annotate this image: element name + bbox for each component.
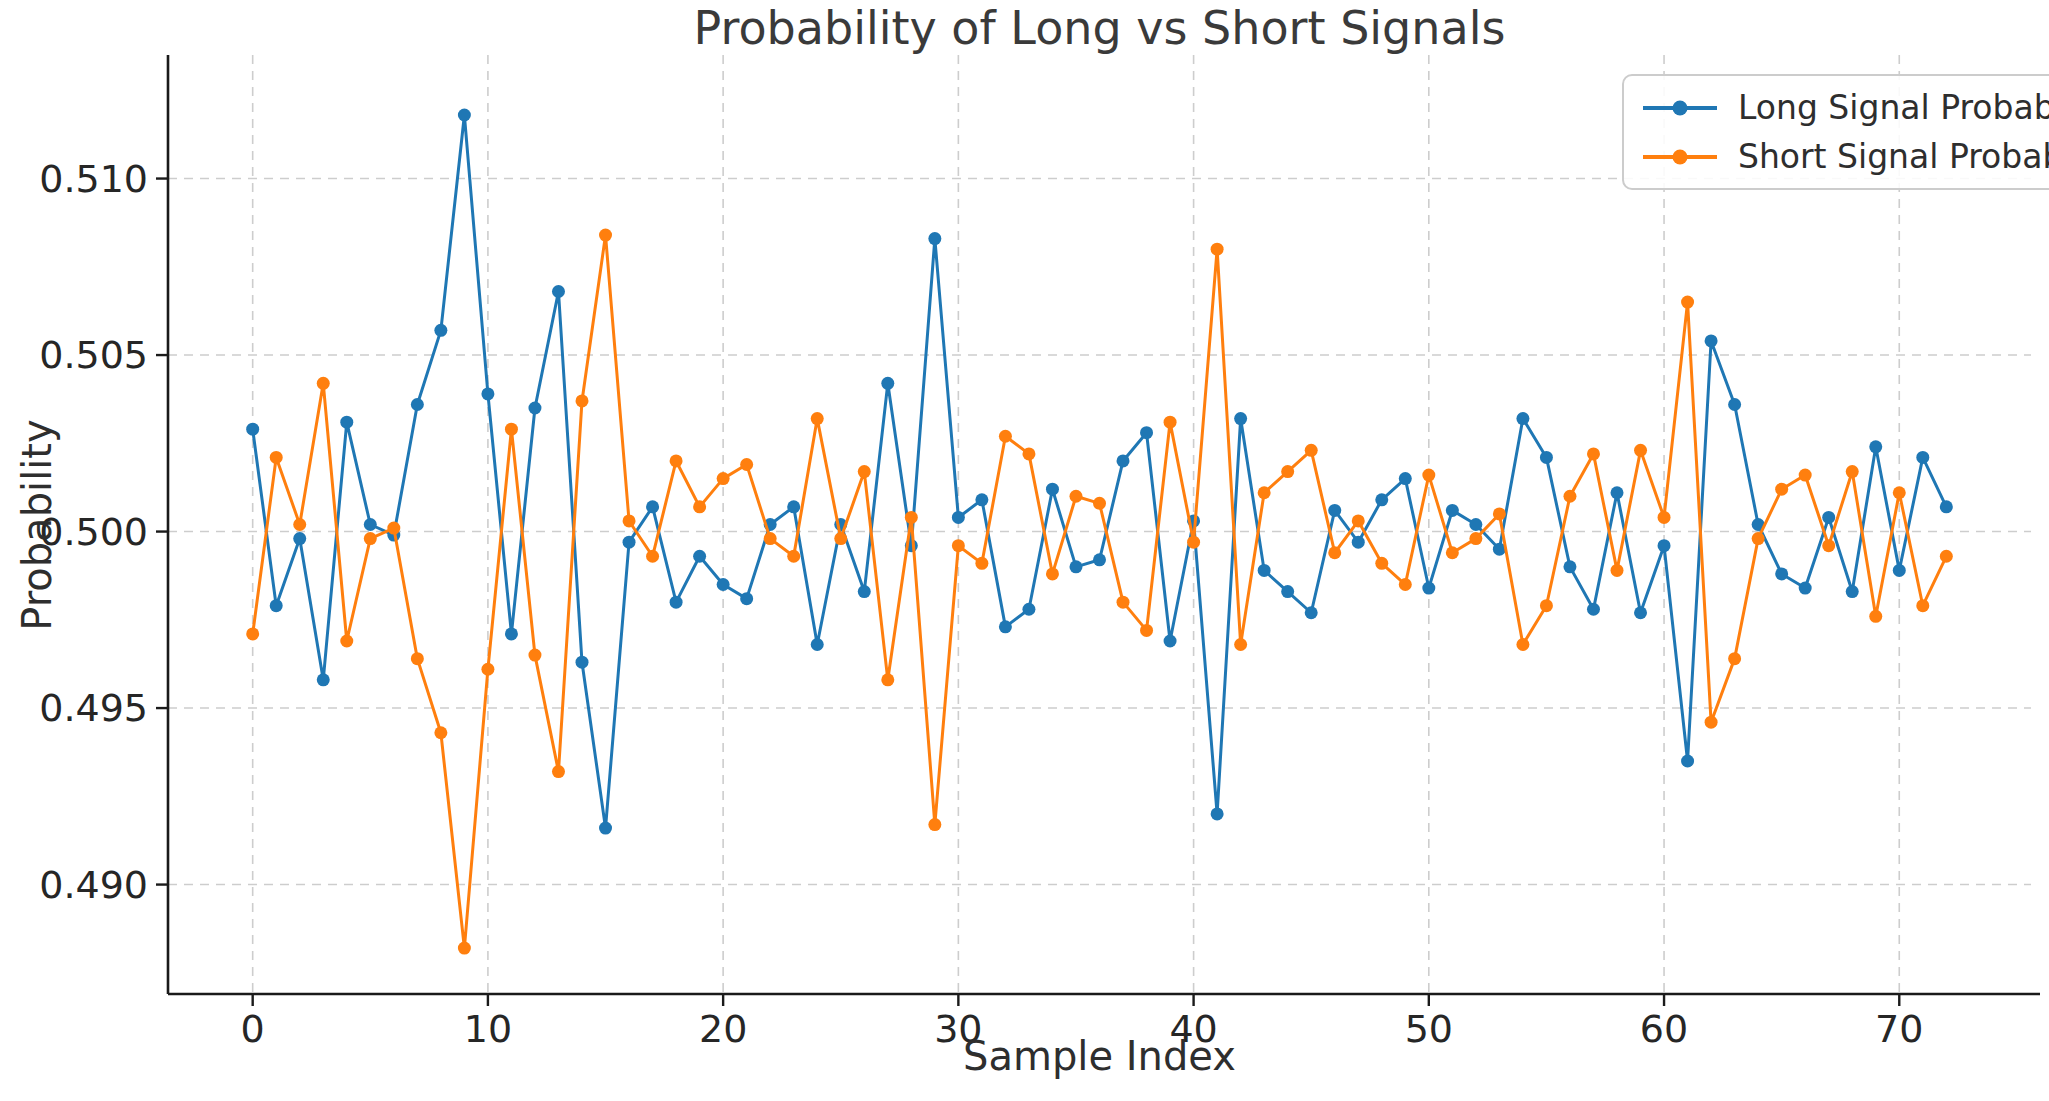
- figure: 0102030405060700.4900.4950.5000.5050.510…: [0, 0, 2049, 1101]
- legend-short-label: Short Signal Probability: [1738, 137, 2049, 176]
- x-axis-label: Sample Index: [168, 1036, 2031, 1076]
- legend-item-long: Long Signal Probability: [1640, 84, 2049, 131]
- svg-text:0.510: 0.510: [39, 157, 148, 201]
- svg-text:0.495: 0.495: [39, 686, 148, 730]
- chart-title: Probability of Long vs Short Signals: [168, 4, 2031, 52]
- gridlines: [168, 55, 2031, 994]
- y-axis-label: Probability: [17, 419, 57, 630]
- legend: Long Signal Probability Short Signal Pro…: [1622, 74, 2049, 190]
- svg-text:0.490: 0.490: [39, 863, 148, 907]
- legend-long-label: Long Signal Probability: [1738, 88, 2049, 127]
- svg-text:0.505: 0.505: [39, 333, 148, 377]
- legend-long-line-marker-icon: [1640, 99, 1720, 117]
- legend-item-short: Short Signal Probability: [1640, 133, 2049, 180]
- tick-labels: 0102030405060700.4900.4950.5000.5050.510: [39, 157, 1923, 1051]
- legend-short-line-marker-icon: [1640, 148, 1720, 166]
